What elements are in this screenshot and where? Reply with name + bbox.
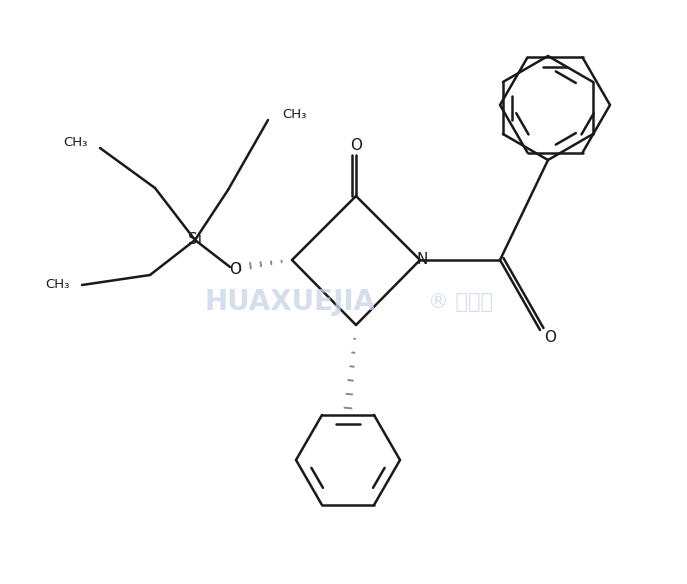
Text: Si: Si: [188, 232, 202, 248]
Text: O: O: [350, 137, 362, 152]
Text: O: O: [229, 262, 241, 276]
Text: ® 化学加: ® 化学加: [427, 292, 493, 312]
Text: CH₃: CH₃: [45, 279, 70, 291]
Text: HUAXUEJIA: HUAXUEJIA: [205, 288, 376, 316]
Text: O: O: [544, 331, 556, 346]
Text: CH₃: CH₃: [282, 107, 306, 120]
Text: N: N: [416, 252, 428, 267]
Text: CH₃: CH₃: [64, 135, 88, 148]
